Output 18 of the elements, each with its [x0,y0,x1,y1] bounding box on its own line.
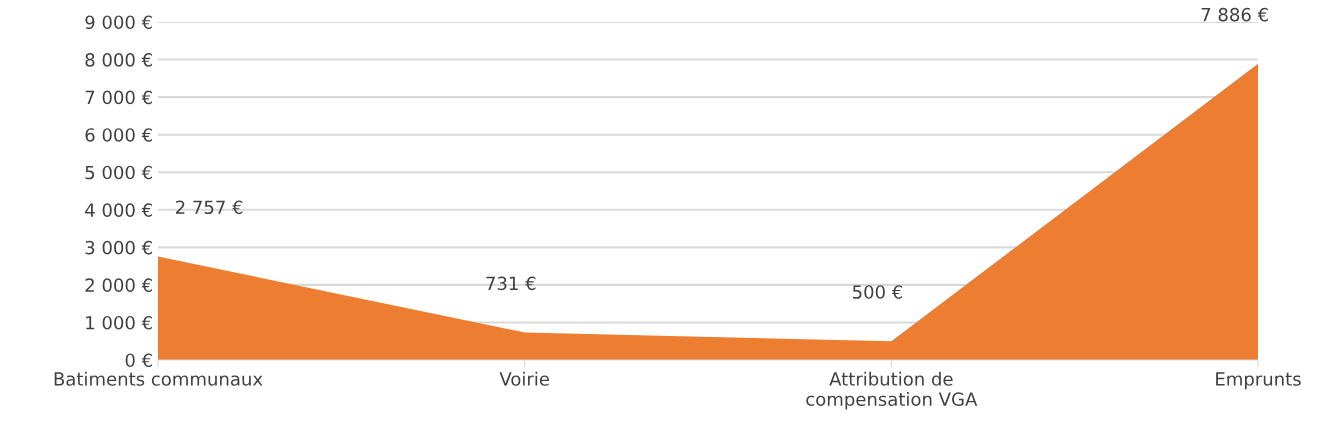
data-label: 7 886 € [1201,7,1268,22]
y-tick-label: 1 000 € [86,315,152,330]
y-tick-label: 3 000 € [85,240,152,255]
x-tick-label: Voirie [499,371,549,386]
y-tick-label: 0 € [125,353,152,368]
y-tick-label: 7 000 € [85,90,152,105]
y-tick-label: 5 000 € [85,165,152,180]
x-tick-label: Batiments communaux [54,371,263,386]
y-tick-label: 9 000 € [85,15,152,30]
y-tick-label: 4 000 € [85,203,152,217]
y-tick-label: 2 000 € [85,278,152,293]
y-tick-label: 6 000 € [85,128,152,142]
x-tick-label: Attribution de compensation VGA [806,371,978,410]
x-tick-label: Emprunts [1216,372,1301,390]
data-label: 2 757 € [175,200,243,215]
y-tick-label: 8 000 € [85,53,152,67]
data-label: 500 € [852,285,903,299]
data-label: 731 € [486,276,536,291]
